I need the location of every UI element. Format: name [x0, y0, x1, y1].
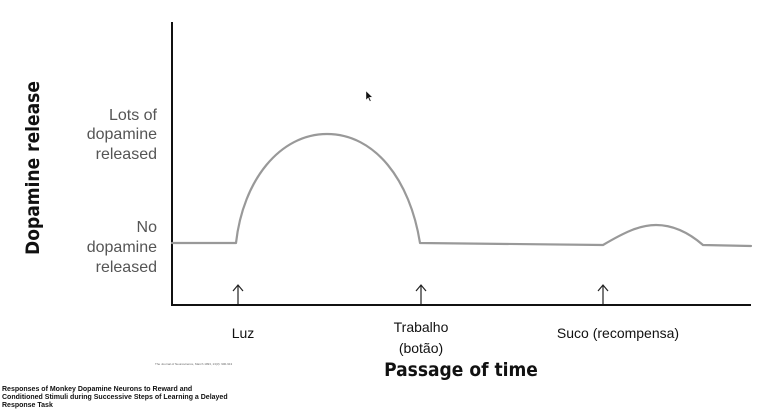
event-label-botao: (botão) — [399, 340, 443, 356]
event-label-suco: Suco (recompensa) — [557, 325, 679, 341]
event-arrow-trabalho — [415, 284, 427, 304]
citation-text: The Journal of Neuroscience, March 1993,… — [155, 362, 233, 366]
event-arrow-suco — [597, 284, 609, 304]
source-caption-line-2: Conditioned Stimuli during Successive St… — [2, 394, 228, 401]
event-arrow-luz — [232, 284, 244, 304]
event-label-luz: Luz — [232, 325, 255, 341]
source-caption-line-1: Responses of Monkey Dopamine Neurons to … — [2, 386, 193, 393]
level-none-line-2: dopamine — [87, 239, 157, 256]
cursor-icon — [365, 90, 373, 102]
dopamine-curve — [170, 132, 753, 248]
level-none-line-3: released — [96, 259, 157, 276]
level-high-line-3: released — [96, 146, 157, 163]
level-none-line-1: No — [137, 219, 158, 236]
level-high-line-1: Lots of — [109, 107, 158, 124]
x-axis-label: Passage of time — [384, 359, 538, 381]
event-label-trabalho: Trabalho — [394, 319, 449, 335]
level-high-line-2: dopamine — [87, 126, 157, 143]
source-caption-line-3: Response Task — [2, 402, 53, 409]
y-axis-label: Dopamine release — [22, 81, 44, 255]
